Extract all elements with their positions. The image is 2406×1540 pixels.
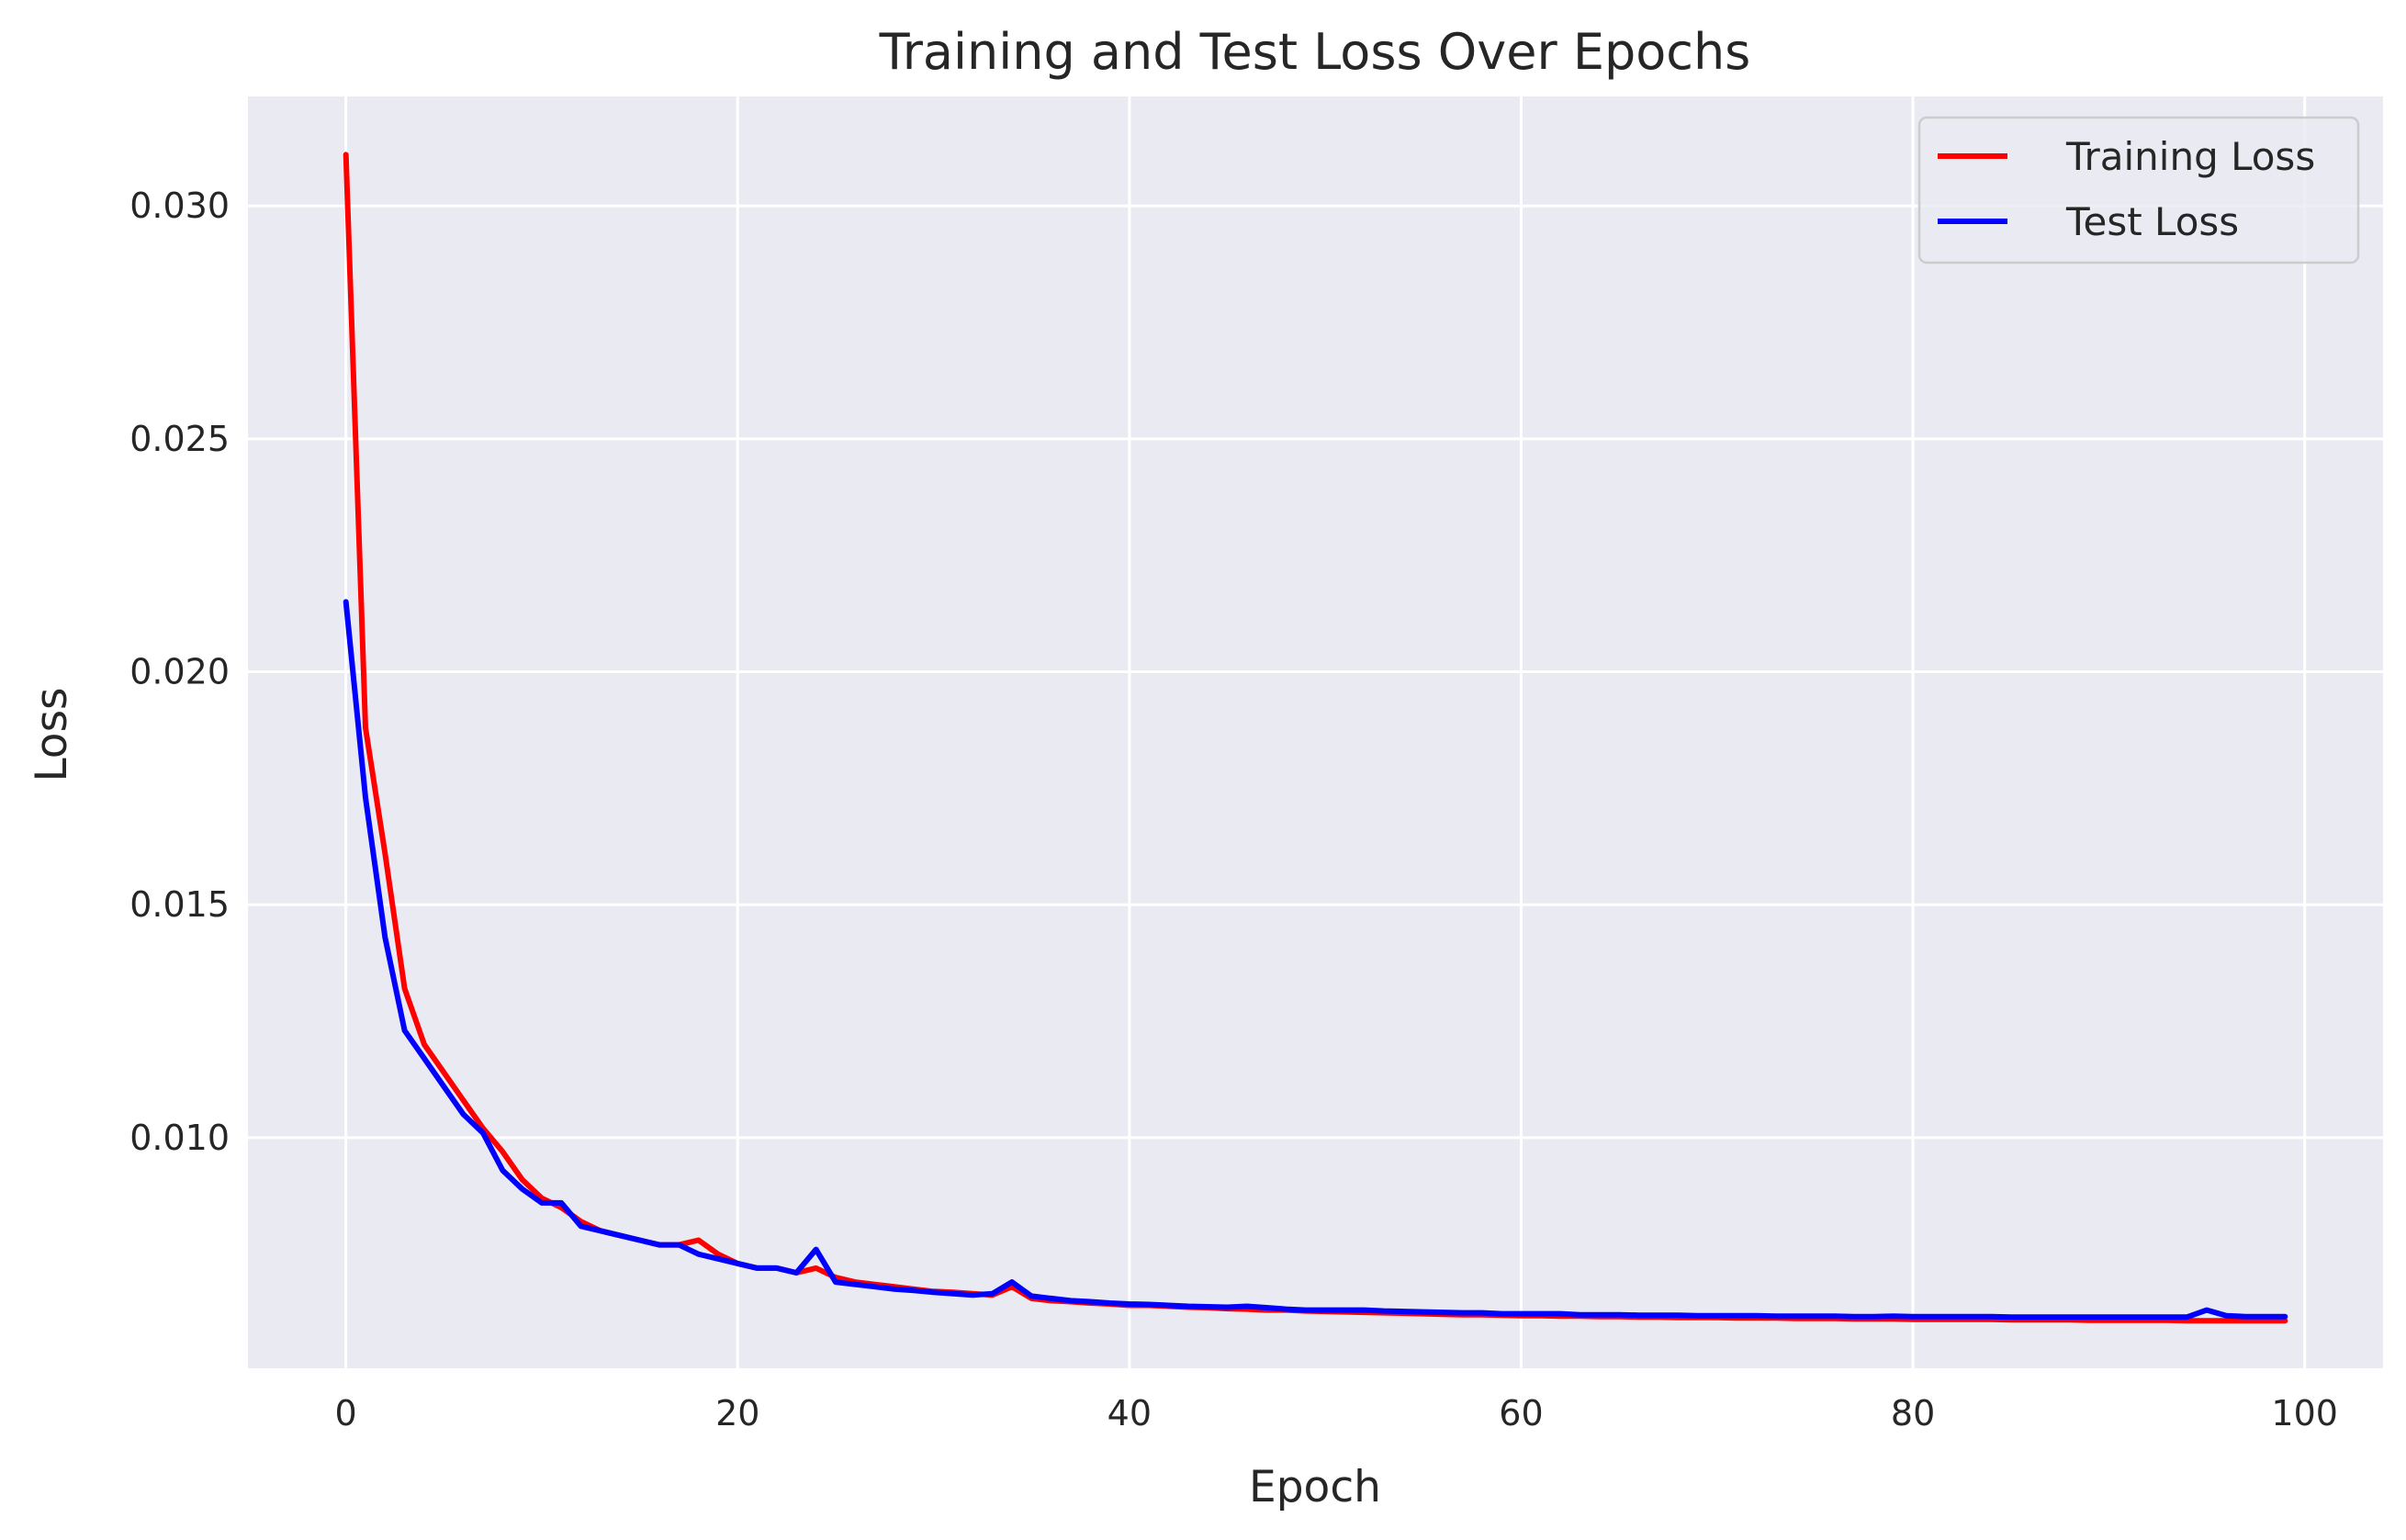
legend-box xyxy=(1917,116,2360,264)
series-line-test-loss xyxy=(343,599,2288,1321)
y-tick-label: 0.025 xyxy=(129,419,230,459)
x-tick-label: 60 xyxy=(1499,1393,1543,1433)
x-tick-label: 100 xyxy=(2271,1393,2338,1433)
x-tick-labels: 0 20 40 60 80 100 xyxy=(335,1393,2338,1433)
y-tick-label: 0.030 xyxy=(129,185,230,226)
x-tick-label: 20 xyxy=(715,1393,759,1433)
series-layer xyxy=(343,152,2288,1324)
legend: Training Loss Test Loss xyxy=(1917,116,2360,264)
y-tick-label: 0.015 xyxy=(129,884,230,925)
x-tick-label: 80 xyxy=(1891,1393,1935,1433)
y-axis-label: Loss xyxy=(27,687,77,781)
plot-area xyxy=(248,96,2383,1368)
y-tick-labels: 0.010 0.015 0.020 0.025 0.030 xyxy=(129,185,230,1158)
x-tick-label: 0 xyxy=(335,1393,357,1433)
x-gridlines xyxy=(344,96,2307,1368)
x-axis-label: Epoch xyxy=(1249,1462,1381,1512)
legend-label-training: Training Loss xyxy=(2065,134,2315,179)
legend-label-test: Test Loss xyxy=(2065,199,2239,244)
x-tick-label: 40 xyxy=(1107,1393,1152,1433)
y-tick-label: 0.010 xyxy=(129,1118,230,1158)
chart-title: Training and Test Loss Over Epochs xyxy=(879,23,1751,81)
y-tick-label: 0.020 xyxy=(129,652,230,692)
